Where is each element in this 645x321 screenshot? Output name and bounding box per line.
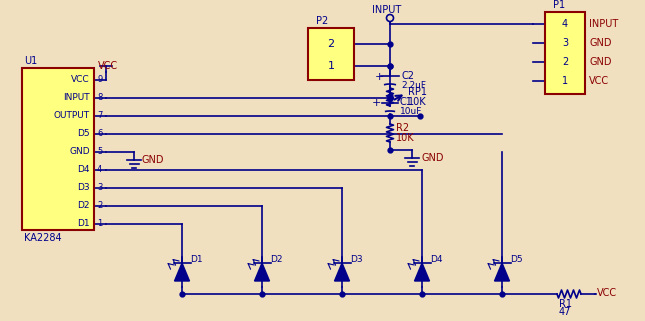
Text: KA2284: KA2284 — [24, 233, 62, 243]
Polygon shape — [495, 263, 510, 281]
Text: 1: 1 — [97, 220, 103, 229]
Text: 2: 2 — [328, 39, 335, 49]
Text: D2: D2 — [270, 256, 283, 265]
Text: INPUT: INPUT — [372, 5, 401, 15]
Polygon shape — [255, 263, 270, 281]
Text: 10uF: 10uF — [400, 108, 422, 117]
Text: INPUT: INPUT — [589, 19, 619, 29]
Text: D5: D5 — [77, 129, 90, 138]
Text: D3: D3 — [77, 184, 90, 193]
Bar — [308, 28, 354, 80]
Bar — [545, 12, 585, 94]
Text: 5: 5 — [97, 148, 103, 157]
Text: D4: D4 — [430, 256, 442, 265]
Text: +: + — [375, 72, 384, 82]
Text: 1: 1 — [562, 76, 568, 86]
Text: RP1: RP1 — [408, 87, 427, 97]
Text: C2: C2 — [401, 71, 414, 81]
Text: GND: GND — [142, 155, 164, 165]
Text: 4: 4 — [97, 166, 103, 175]
Text: 4: 4 — [562, 19, 568, 29]
Text: 8: 8 — [97, 93, 103, 102]
Text: VCC: VCC — [597, 288, 617, 298]
Text: D2: D2 — [77, 202, 90, 211]
Text: 3: 3 — [97, 184, 103, 193]
Text: 10K: 10K — [408, 97, 426, 107]
Text: 9: 9 — [97, 75, 103, 84]
Text: GND: GND — [589, 57, 611, 67]
Text: 7: 7 — [97, 111, 103, 120]
Text: 47: 47 — [559, 307, 571, 317]
Text: D5: D5 — [510, 256, 522, 265]
Text: VCC: VCC — [589, 76, 609, 86]
Text: 6: 6 — [97, 129, 103, 138]
Polygon shape — [415, 263, 430, 281]
Text: INPUT: INPUT — [63, 93, 90, 102]
Text: P2: P2 — [316, 16, 328, 26]
Text: 2.2uF: 2.2uF — [401, 82, 426, 91]
Text: GND: GND — [589, 38, 611, 48]
Text: VCC: VCC — [72, 75, 90, 84]
Bar — [22, 68, 94, 230]
Text: 2: 2 — [562, 57, 568, 67]
Polygon shape — [335, 263, 350, 281]
Text: P1: P1 — [553, 0, 565, 10]
Text: 10K: 10K — [396, 133, 415, 143]
Text: R2: R2 — [396, 123, 409, 133]
Text: +: + — [372, 98, 381, 108]
Text: OUTPUT: OUTPUT — [54, 111, 90, 120]
Text: GND: GND — [70, 148, 90, 157]
Text: D4: D4 — [77, 166, 90, 175]
Text: 1: 1 — [328, 61, 335, 71]
Text: C1: C1 — [400, 97, 413, 107]
Polygon shape — [175, 263, 190, 281]
Text: D1: D1 — [77, 220, 90, 229]
Text: D3: D3 — [350, 256, 362, 265]
Text: D1: D1 — [190, 256, 203, 265]
Text: 2: 2 — [97, 202, 103, 211]
Text: VCC: VCC — [98, 61, 118, 71]
Text: 3: 3 — [562, 38, 568, 48]
Text: R1: R1 — [559, 299, 572, 309]
Text: U1: U1 — [24, 56, 37, 66]
Text: GND: GND — [422, 153, 444, 163]
